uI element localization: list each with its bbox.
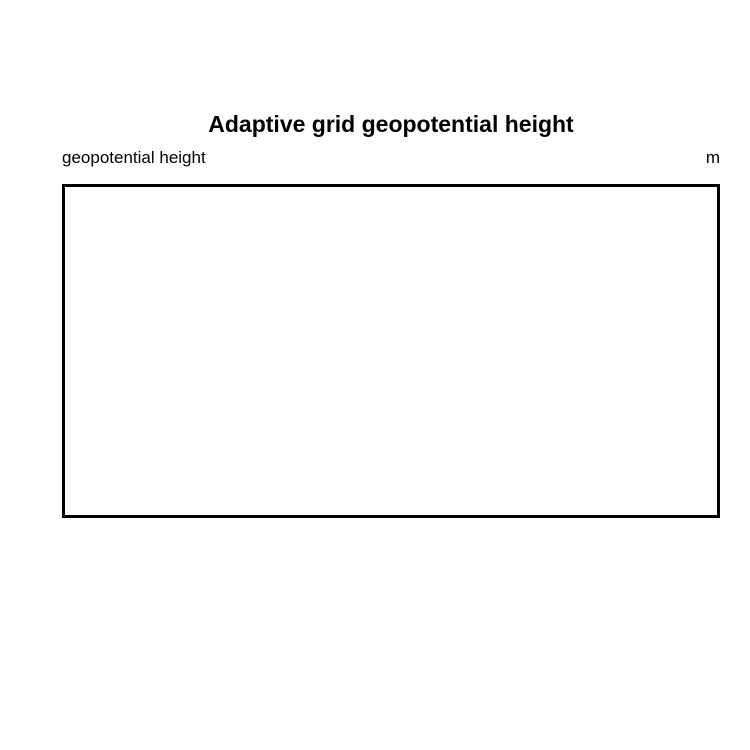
units-label: m [705, 148, 720, 167]
map-frame [62, 184, 720, 518]
geopotential-height-map [65, 187, 717, 515]
field-name-label: geopotential height [62, 148, 206, 167]
plot-title: Adaptive grid geopotential height [208, 111, 574, 137]
colorbar-gradient [152, 558, 637, 590]
